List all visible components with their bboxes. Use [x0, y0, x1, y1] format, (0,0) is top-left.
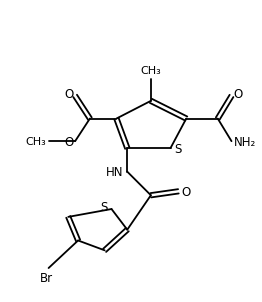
Text: O: O [64, 136, 73, 149]
Text: CH₃: CH₃ [140, 66, 161, 76]
Text: Br: Br [40, 272, 53, 285]
Text: O: O [64, 88, 73, 101]
Text: O: O [233, 88, 243, 101]
Text: CH₃: CH₃ [26, 137, 47, 147]
Text: NH₂: NH₂ [233, 136, 256, 149]
Text: S: S [174, 143, 182, 156]
Text: S: S [100, 201, 108, 214]
Text: HN: HN [106, 166, 123, 179]
Text: O: O [181, 186, 190, 199]
